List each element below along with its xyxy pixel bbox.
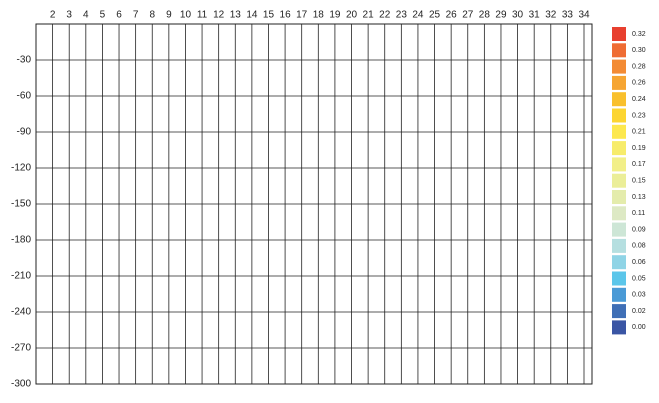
legend-label: 0.00 [632,324,646,331]
y-tick-label: -210 [11,271,31,282]
legend-label: 0.30 [632,47,646,54]
x-tick-label: 9 [166,10,172,21]
legend-label: 0.26 [632,80,646,87]
legend-swatch [612,43,626,58]
legend-label: 0.24 [632,96,646,103]
legend-swatch [612,238,626,253]
legend-label: 0.05 [632,275,646,282]
legend-label: 0.21 [632,129,646,136]
x-tick-label: 11 [197,10,208,21]
x-tick-label: 28 [479,10,491,21]
legend-label: 0.15 [632,178,646,185]
y-tick-label: -90 [17,127,32,138]
x-tick-label: 20 [346,10,358,21]
legend-swatch [612,320,626,335]
x-tick-label: 5 [100,10,106,21]
x-tick-label: 13 [230,10,242,21]
x-tick-label: 2 [50,10,56,21]
x-tick-label: 24 [412,10,424,21]
x-tick-label: 25 [429,10,441,21]
legend-swatch [612,124,626,139]
x-tick-label: 33 [562,10,574,21]
x-tick-label: 17 [296,10,308,21]
legend-swatch [612,108,626,123]
x-tick-label: 3 [66,10,72,21]
y-tick-label: -300 [11,379,31,390]
x-tick-label: 23 [396,10,408,21]
legend-swatch [612,304,626,319]
legend-swatch [612,287,626,302]
y-tick-label: -180 [11,235,31,246]
legend-label: 0.11 [632,210,645,217]
plot-frame [35,23,593,385]
x-tick-label: 8 [149,10,155,21]
x-tick-label: 21 [363,10,375,21]
legend-label: 0.32 [632,31,646,38]
legend-swatch [612,173,626,188]
legend-label: 0.06 [632,259,646,266]
x-tick-label: 6 [116,10,122,21]
x-tick-label: 14 [246,10,258,21]
y-tick-label: -270 [11,343,31,354]
legend-label: 0.19 [632,145,646,152]
legend-label: 0.02 [632,308,646,315]
x-tick-label: 19 [329,10,341,21]
x-tick-label: 4 [83,10,89,21]
legend-swatch [612,141,626,156]
x-tick-label: 15 [263,10,275,21]
x-tick-label: 34 [578,10,590,21]
y-tick-label: -60 [17,91,32,102]
legend-swatch [612,59,626,74]
legend-swatch [612,190,626,204]
x-tick-label: 26 [446,10,458,21]
x-tick-label: 22 [379,10,391,21]
y-tick-label: -240 [11,307,31,318]
x-tick-label: 7 [133,10,139,21]
x-tick-label: 27 [462,10,474,21]
y-tick-label: -30 [17,55,32,66]
legend-label: 0.08 [632,243,646,250]
legend-swatch [612,27,626,41]
legend-label: 0.13 [632,194,646,201]
legend-swatch [612,271,626,286]
x-tick-label: 12 [213,10,225,21]
legend-label: 0.23 [632,112,646,119]
legend-swatch [612,255,626,270]
x-tick-label: 16 [280,10,292,21]
x-tick-label: 32 [545,10,557,21]
x-tick-label: 10 [180,10,192,21]
legend-swatch [612,157,626,172]
x-tick-label: 29 [495,10,507,21]
y-tick-label: -150 [11,199,31,210]
legend-label: 0.03 [632,292,646,299]
legend-label: 0.28 [632,63,646,70]
legend-label: 0.17 [632,161,646,168]
legend-swatch [612,206,626,221]
legend-swatch [612,222,626,237]
legend-label: 0.09 [632,226,646,233]
y-tick-label: -120 [11,163,31,174]
legend-swatch [612,75,626,90]
x-tick-label: 30 [512,10,524,21]
x-tick-label: 18 [313,10,325,21]
x-tick-label: 31 [529,10,541,21]
legend-swatch [612,92,626,107]
